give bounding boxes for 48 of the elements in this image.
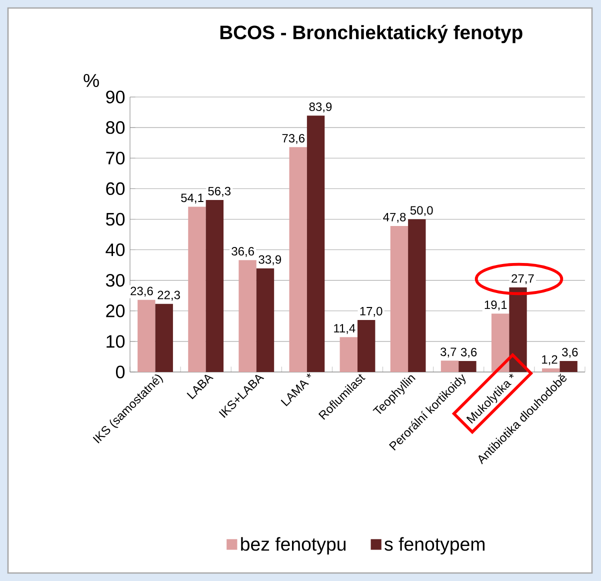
bar (138, 300, 156, 372)
bar (206, 200, 224, 372)
data-label: 33,9 (258, 255, 282, 266)
data-label: 3,7 (440, 348, 456, 358)
bar (509, 287, 527, 372)
y-tick-label: 80 (106, 121, 125, 134)
data-label: 22,3 (158, 290, 180, 301)
bar (408, 219, 426, 372)
chart-title: BCOS - Bronchiektatický fenotyp (220, 24, 522, 44)
bar (440, 360, 459, 372)
data-label: 36,6 (232, 247, 254, 257)
y-tick-label: 40 (106, 243, 125, 256)
y-tick-label: 60 (106, 182, 125, 196)
data-label: 73,6 (282, 134, 305, 144)
data-label: 17,0 (360, 306, 382, 317)
bar (155, 304, 173, 372)
bar (458, 360, 476, 372)
legend-label: bez fenotypu (241, 537, 346, 554)
bar (188, 206, 206, 372)
data-label: 11,4 (334, 324, 356, 334)
y-tick-label: 50 (106, 212, 125, 226)
data-label: 54,1 (181, 194, 204, 204)
data-label: 47,8 (383, 212, 406, 223)
bar (491, 314, 510, 372)
y-tick-label: 90 (106, 90, 125, 104)
data-label: 56,3 (208, 186, 231, 197)
bar (390, 226, 408, 372)
data-label: 19,1 (484, 300, 507, 310)
bar (289, 147, 307, 372)
data-label: 3,6 (460, 348, 477, 358)
y-axis-title: % (84, 74, 99, 88)
y-tick-label: 20 (106, 304, 125, 318)
bar (358, 320, 376, 372)
data-label: 23,6 (130, 286, 153, 297)
y-tick-label: 30 (106, 274, 125, 287)
y-tick-label: 70 (106, 152, 125, 164)
y-tick-label: 10 (106, 335, 125, 348)
bar (256, 268, 274, 372)
data-label: 27,7 (512, 274, 534, 284)
bar (306, 116, 325, 372)
bar (238, 260, 256, 372)
data-label: 83,9 (309, 102, 332, 112)
legend-label: s fenotypem (384, 537, 484, 554)
bar (542, 368, 560, 372)
data-label: 50,0 (410, 206, 433, 216)
bar (340, 337, 358, 372)
data-label: 1,2 (542, 355, 558, 366)
data-label: 3,6 (562, 348, 578, 358)
